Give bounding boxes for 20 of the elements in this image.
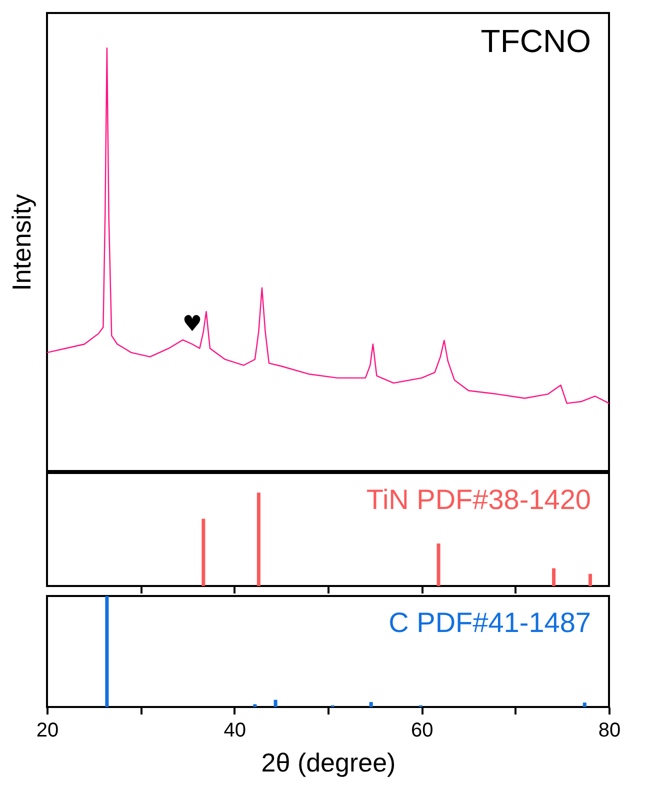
- bar: [588, 574, 592, 586]
- bar: [369, 702, 373, 707]
- bar: [256, 492, 260, 586]
- x-tick-label: 40: [224, 720, 246, 742]
- x-axis-title: 2θ (degree): [261, 748, 396, 778]
- text: C PDF#41-1487: [388, 607, 591, 638]
- bar: [274, 700, 278, 707]
- x-tick-label: 60: [411, 720, 434, 742]
- bar: [202, 518, 206, 586]
- bar: [436, 544, 440, 586]
- bar: [582, 702, 586, 707]
- bar: [253, 704, 257, 707]
- x-tick-label: 20: [36, 720, 59, 742]
- text: TiN PDF#38-1420: [366, 484, 591, 515]
- x-tick-label: 80: [598, 720, 621, 742]
- bar: [552, 568, 556, 586]
- bar: [105, 596, 109, 707]
- annotation: TFCNO: [480, 23, 591, 59]
- y-axis-title: Intensity: [6, 194, 36, 291]
- annotation: ♥: [182, 312, 202, 338]
